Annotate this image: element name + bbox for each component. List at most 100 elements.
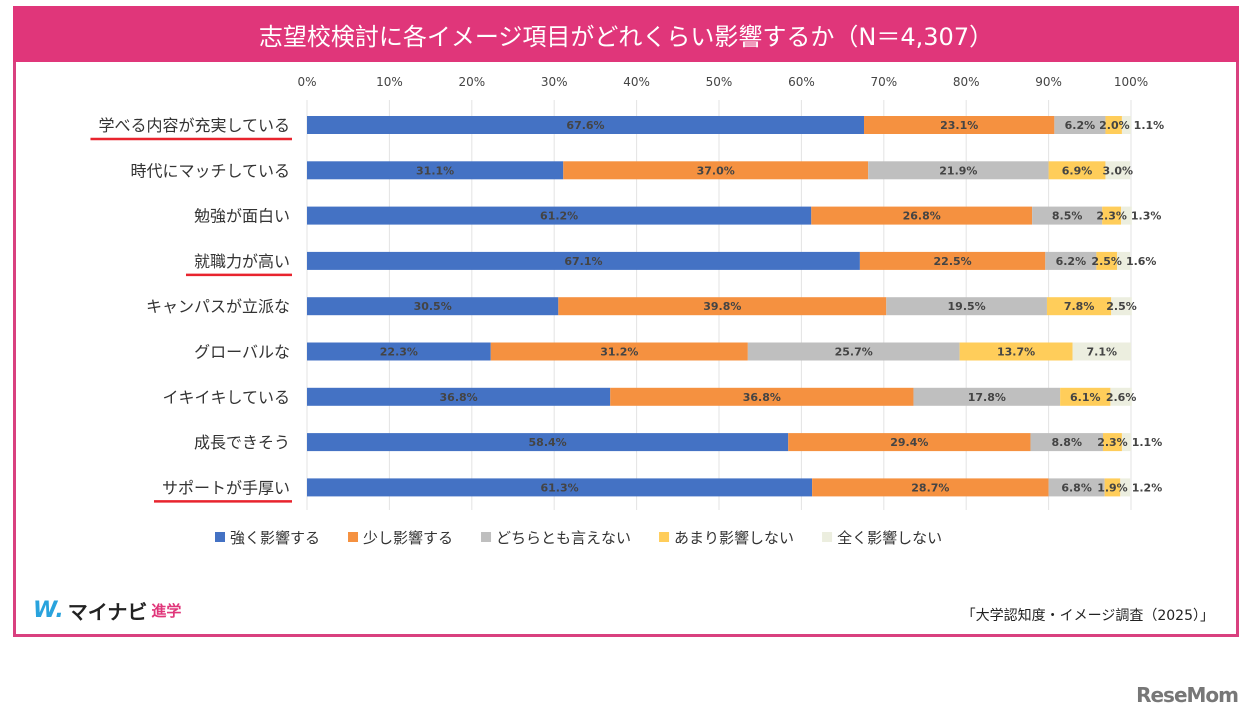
bar-segment — [747, 342, 960, 361]
data-label: 6.9% — [1062, 164, 1093, 177]
x-tick-label: 100% — [1114, 75, 1148, 89]
bar-segment — [864, 116, 1055, 134]
data-label: 2.5% — [1091, 255, 1122, 268]
category-label: キャンパスが立派な — [146, 297, 290, 316]
bar-segment — [563, 161, 869, 180]
bar-segment — [1102, 433, 1122, 452]
x-tick-label: 10% — [376, 75, 403, 89]
data-label: 1.3% — [1131, 210, 1162, 223]
legend-label: 強く影響する — [230, 529, 320, 547]
data-label: 67.6% — [566, 119, 604, 132]
bar-segment — [1111, 297, 1132, 316]
bar-segment — [1054, 116, 1106, 134]
data-label: 28.7% — [911, 481, 949, 494]
data-label: 29.4% — [890, 436, 928, 449]
data-label: 6.1% — [1070, 391, 1101, 404]
data-label: 22.3% — [380, 346, 418, 359]
bar-segment — [859, 251, 1046, 270]
data-label: 7.8% — [1064, 300, 1095, 313]
bar-segment — [1030, 433, 1103, 452]
bar-segment — [307, 251, 860, 270]
legend-swatch — [659, 532, 670, 542]
legend-swatch — [481, 532, 492, 542]
data-label: 31.1% — [416, 164, 454, 177]
legend-label: あまり影響しない — [674, 529, 794, 547]
data-label: 1.1% — [1134, 119, 1165, 132]
bar-segment — [1110, 387, 1132, 406]
data-label: 1.9% — [1097, 481, 1128, 494]
bar-segment — [1102, 206, 1122, 225]
x-tick-label: 70% — [870, 75, 897, 89]
category-label: 学べる内容が充実している — [98, 116, 290, 135]
legend-label: どちらとも言えない — [496, 529, 631, 547]
bar-segment — [1048, 478, 1105, 497]
bar-segment — [886, 297, 1047, 316]
bar-segment — [1105, 161, 1131, 180]
data-label: 22.5% — [934, 255, 972, 268]
data-label: 13.7% — [997, 346, 1035, 359]
data-label: 2.6% — [1106, 391, 1137, 404]
bar-segment — [1104, 478, 1121, 497]
bar-segment — [1120, 478, 1131, 497]
data-label: 2.0% — [1099, 119, 1130, 132]
x-tick-label: 90% — [1035, 75, 1062, 89]
legend-swatch — [822, 532, 833, 542]
bar-segment — [307, 387, 611, 406]
bar-segment — [1096, 251, 1117, 270]
data-label: 6.2% — [1056, 255, 1087, 268]
bar-segment — [959, 342, 1073, 361]
bar-segment — [1048, 161, 1106, 180]
category-label: グローバルな — [194, 343, 290, 362]
bar-segment — [812, 478, 1049, 497]
data-label: 36.8% — [743, 391, 781, 404]
data-label: 6.2% — [1065, 119, 1096, 132]
x-tick-label: 50% — [706, 75, 733, 89]
legend-swatch — [348, 532, 359, 542]
category-label: サポートが手厚い — [162, 478, 290, 497]
bar-segment — [1121, 433, 1131, 452]
data-label: 6.8% — [1061, 481, 1092, 494]
data-label: 8.8% — [1051, 436, 1082, 449]
bar-segment — [1046, 297, 1112, 316]
bar-segment — [1121, 206, 1132, 225]
data-label: 1.1% — [1132, 436, 1163, 449]
data-label: 7.1% — [1086, 346, 1117, 359]
bar-segment — [1072, 342, 1131, 361]
data-label: 31.2% — [600, 346, 638, 359]
data-label: 1.6% — [1126, 255, 1157, 268]
data-label: 2.5% — [1106, 300, 1137, 313]
data-label: 8.5% — [1052, 210, 1083, 223]
data-label: 36.8% — [440, 391, 478, 404]
chart-title: 志望校検討に各イメージ項目がどれくらい影響するか（N＝4,307） — [13, 6, 1239, 62]
legend-swatch — [215, 532, 225, 542]
bar-segment — [1032, 206, 1103, 225]
x-tick-label: 60% — [788, 75, 815, 89]
data-label: 1.2% — [1132, 481, 1163, 494]
data-label: 61.3% — [540, 481, 578, 494]
bar-segment — [1045, 251, 1097, 270]
bar-segment — [307, 433, 789, 452]
bar-segment — [811, 206, 1033, 225]
bar-segment — [307, 206, 812, 225]
data-label: 19.5% — [948, 300, 986, 313]
bar-segment — [1121, 116, 1131, 134]
bar-segment — [558, 297, 887, 316]
bar-segment — [610, 387, 914, 406]
bar-segment — [788, 433, 1031, 452]
data-label: 30.5% — [414, 300, 452, 313]
bar-segment — [490, 342, 748, 361]
category-label: イキイキしている — [162, 388, 290, 407]
category-label: 時代にマッチしている — [130, 161, 290, 180]
mynavi-logo: W. マイナビ 進学 — [33, 596, 181, 625]
x-tick-label: 0% — [297, 75, 316, 89]
category-label: 成長できそう — [194, 433, 290, 452]
data-label: 67.1% — [564, 255, 602, 268]
bar-segment — [1060, 387, 1111, 406]
data-label: 3.0% — [1103, 164, 1134, 177]
bar-segment — [868, 161, 1049, 180]
source-note: 「大学認知度・イメージ調査（2025）」 — [961, 608, 1214, 624]
resemom-watermark: ReseMom — [1136, 683, 1239, 707]
data-label: 17.8% — [968, 391, 1006, 404]
bar-segment — [307, 161, 564, 180]
